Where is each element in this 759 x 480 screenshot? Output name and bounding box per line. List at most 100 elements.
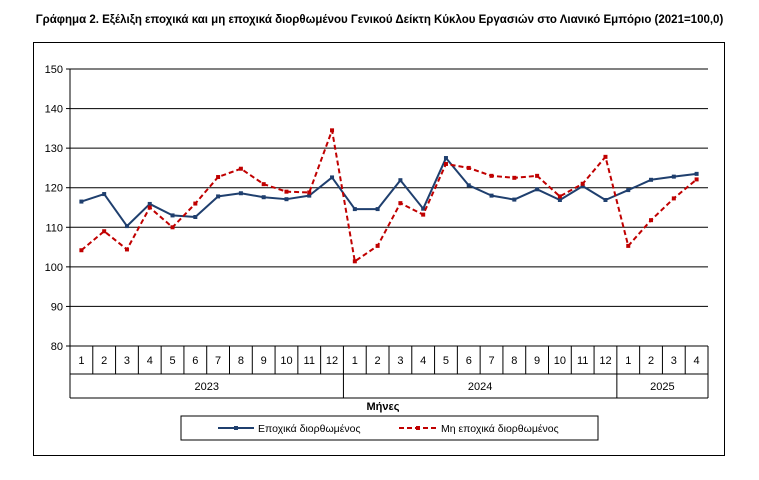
data-point	[580, 184, 585, 189]
chart-title: Γράφημα 2. Εξέλιξη εποχικά και μη εποχικ…	[35, 14, 724, 26]
legend-label-seasonal: Εποχικά διορθωμένος	[258, 423, 361, 435]
data-point	[489, 193, 494, 198]
data-point	[193, 214, 198, 219]
x-tick-label: 6	[466, 355, 472, 367]
data-point	[421, 206, 426, 211]
data-point	[626, 243, 631, 248]
y-tick-label: 150	[45, 64, 63, 76]
chart-frame	[33, 42, 725, 456]
x-tick-label: 4	[420, 355, 426, 367]
data-point	[443, 161, 448, 166]
data-point	[79, 199, 84, 204]
data-point	[580, 181, 585, 186]
x-tick-label: 3	[397, 355, 403, 367]
data-point	[649, 218, 654, 223]
data-point	[626, 188, 631, 193]
series-line-nonseasonal	[80, 129, 698, 263]
legend-label-nonseasonal: Μη εποχικά διορθωμένος	[441, 423, 559, 435]
data-point	[330, 128, 335, 133]
x-tick-label: 7	[488, 355, 494, 367]
y-tick-label: 80	[51, 341, 63, 353]
data-point	[649, 177, 654, 182]
data-point	[535, 173, 540, 178]
x-tick-label: 8	[238, 355, 244, 367]
data-point	[102, 192, 107, 197]
data-point	[466, 183, 471, 188]
x-tick-label: 2	[648, 355, 654, 367]
data-point	[398, 178, 403, 183]
x-tick-label: 4	[694, 355, 700, 367]
data-point	[489, 173, 494, 178]
x-tick-label: 1	[625, 355, 631, 367]
data-point	[216, 175, 221, 180]
data-point	[512, 175, 517, 180]
data-point	[238, 191, 243, 196]
data-point	[375, 243, 380, 248]
y-tick-label: 90	[51, 301, 63, 313]
data-point	[307, 190, 312, 195]
data-point	[124, 224, 129, 229]
data-point	[124, 247, 129, 252]
data-point	[330, 175, 335, 180]
x-tick-label: 10	[280, 355, 292, 367]
data-point	[535, 187, 540, 192]
data-point	[170, 213, 175, 218]
data-point	[147, 205, 152, 210]
data-point	[261, 182, 266, 187]
data-point	[466, 165, 471, 170]
data-point	[147, 201, 152, 206]
x-tick-label: 9	[261, 355, 267, 367]
data-point	[238, 166, 243, 171]
data-point	[603, 197, 608, 202]
data-point	[352, 207, 357, 212]
data-point	[102, 229, 107, 234]
x-tick-label: 12	[599, 355, 611, 367]
x-tick-label: 1	[78, 355, 84, 367]
year-label: 2025	[650, 381, 674, 393]
data-point	[284, 197, 289, 202]
x-tick-label: 11	[304, 355, 315, 367]
data-point	[512, 197, 517, 202]
data-point	[216, 194, 221, 199]
data-point	[443, 156, 448, 161]
year-label: 2023	[194, 381, 218, 393]
legend: Εποχικά διορθωμένος Μη εποχικά διορθωμέν…	[180, 415, 599, 441]
x-tick-label: 9	[534, 355, 540, 367]
data-point	[671, 196, 676, 201]
data-point	[603, 154, 608, 159]
x-tick-label: 11	[577, 355, 588, 367]
year-label: 2024	[468, 381, 492, 393]
x-tick-label: 5	[169, 355, 175, 367]
y-tick-label: 100	[45, 262, 63, 274]
gridlines	[70, 68, 708, 347]
legend-marker-seasonal	[234, 426, 238, 430]
data-point	[261, 195, 266, 200]
data-point	[694, 171, 699, 176]
data-point	[170, 225, 175, 230]
x-tick-label: 12	[326, 355, 338, 367]
x-tick-label: 7	[215, 355, 221, 367]
y-tick-label: 130	[45, 143, 63, 155]
data-point	[352, 259, 357, 264]
y-tick-label: 140	[45, 104, 63, 116]
data-point	[421, 212, 426, 217]
data-point	[557, 197, 562, 202]
data-point	[398, 201, 403, 206]
x-axis-title: Μήνες	[367, 401, 400, 413]
data-point	[671, 174, 676, 179]
x-tick-label: 5	[443, 355, 449, 367]
y-tick-label: 110	[45, 222, 63, 234]
x-tick-label: 2	[375, 355, 381, 367]
x-tick-label: 3	[124, 355, 130, 367]
data-point	[375, 207, 380, 212]
legend-marker-nonseasonal	[416, 426, 420, 430]
data-point	[307, 193, 312, 198]
x-tick-label: 4	[147, 355, 153, 367]
x-tick-label: 2	[101, 355, 107, 367]
y-tick-label: 120	[45, 183, 63, 195]
x-tick-label: 8	[511, 355, 517, 367]
x-tick-label: 10	[554, 355, 566, 367]
series	[79, 128, 699, 264]
